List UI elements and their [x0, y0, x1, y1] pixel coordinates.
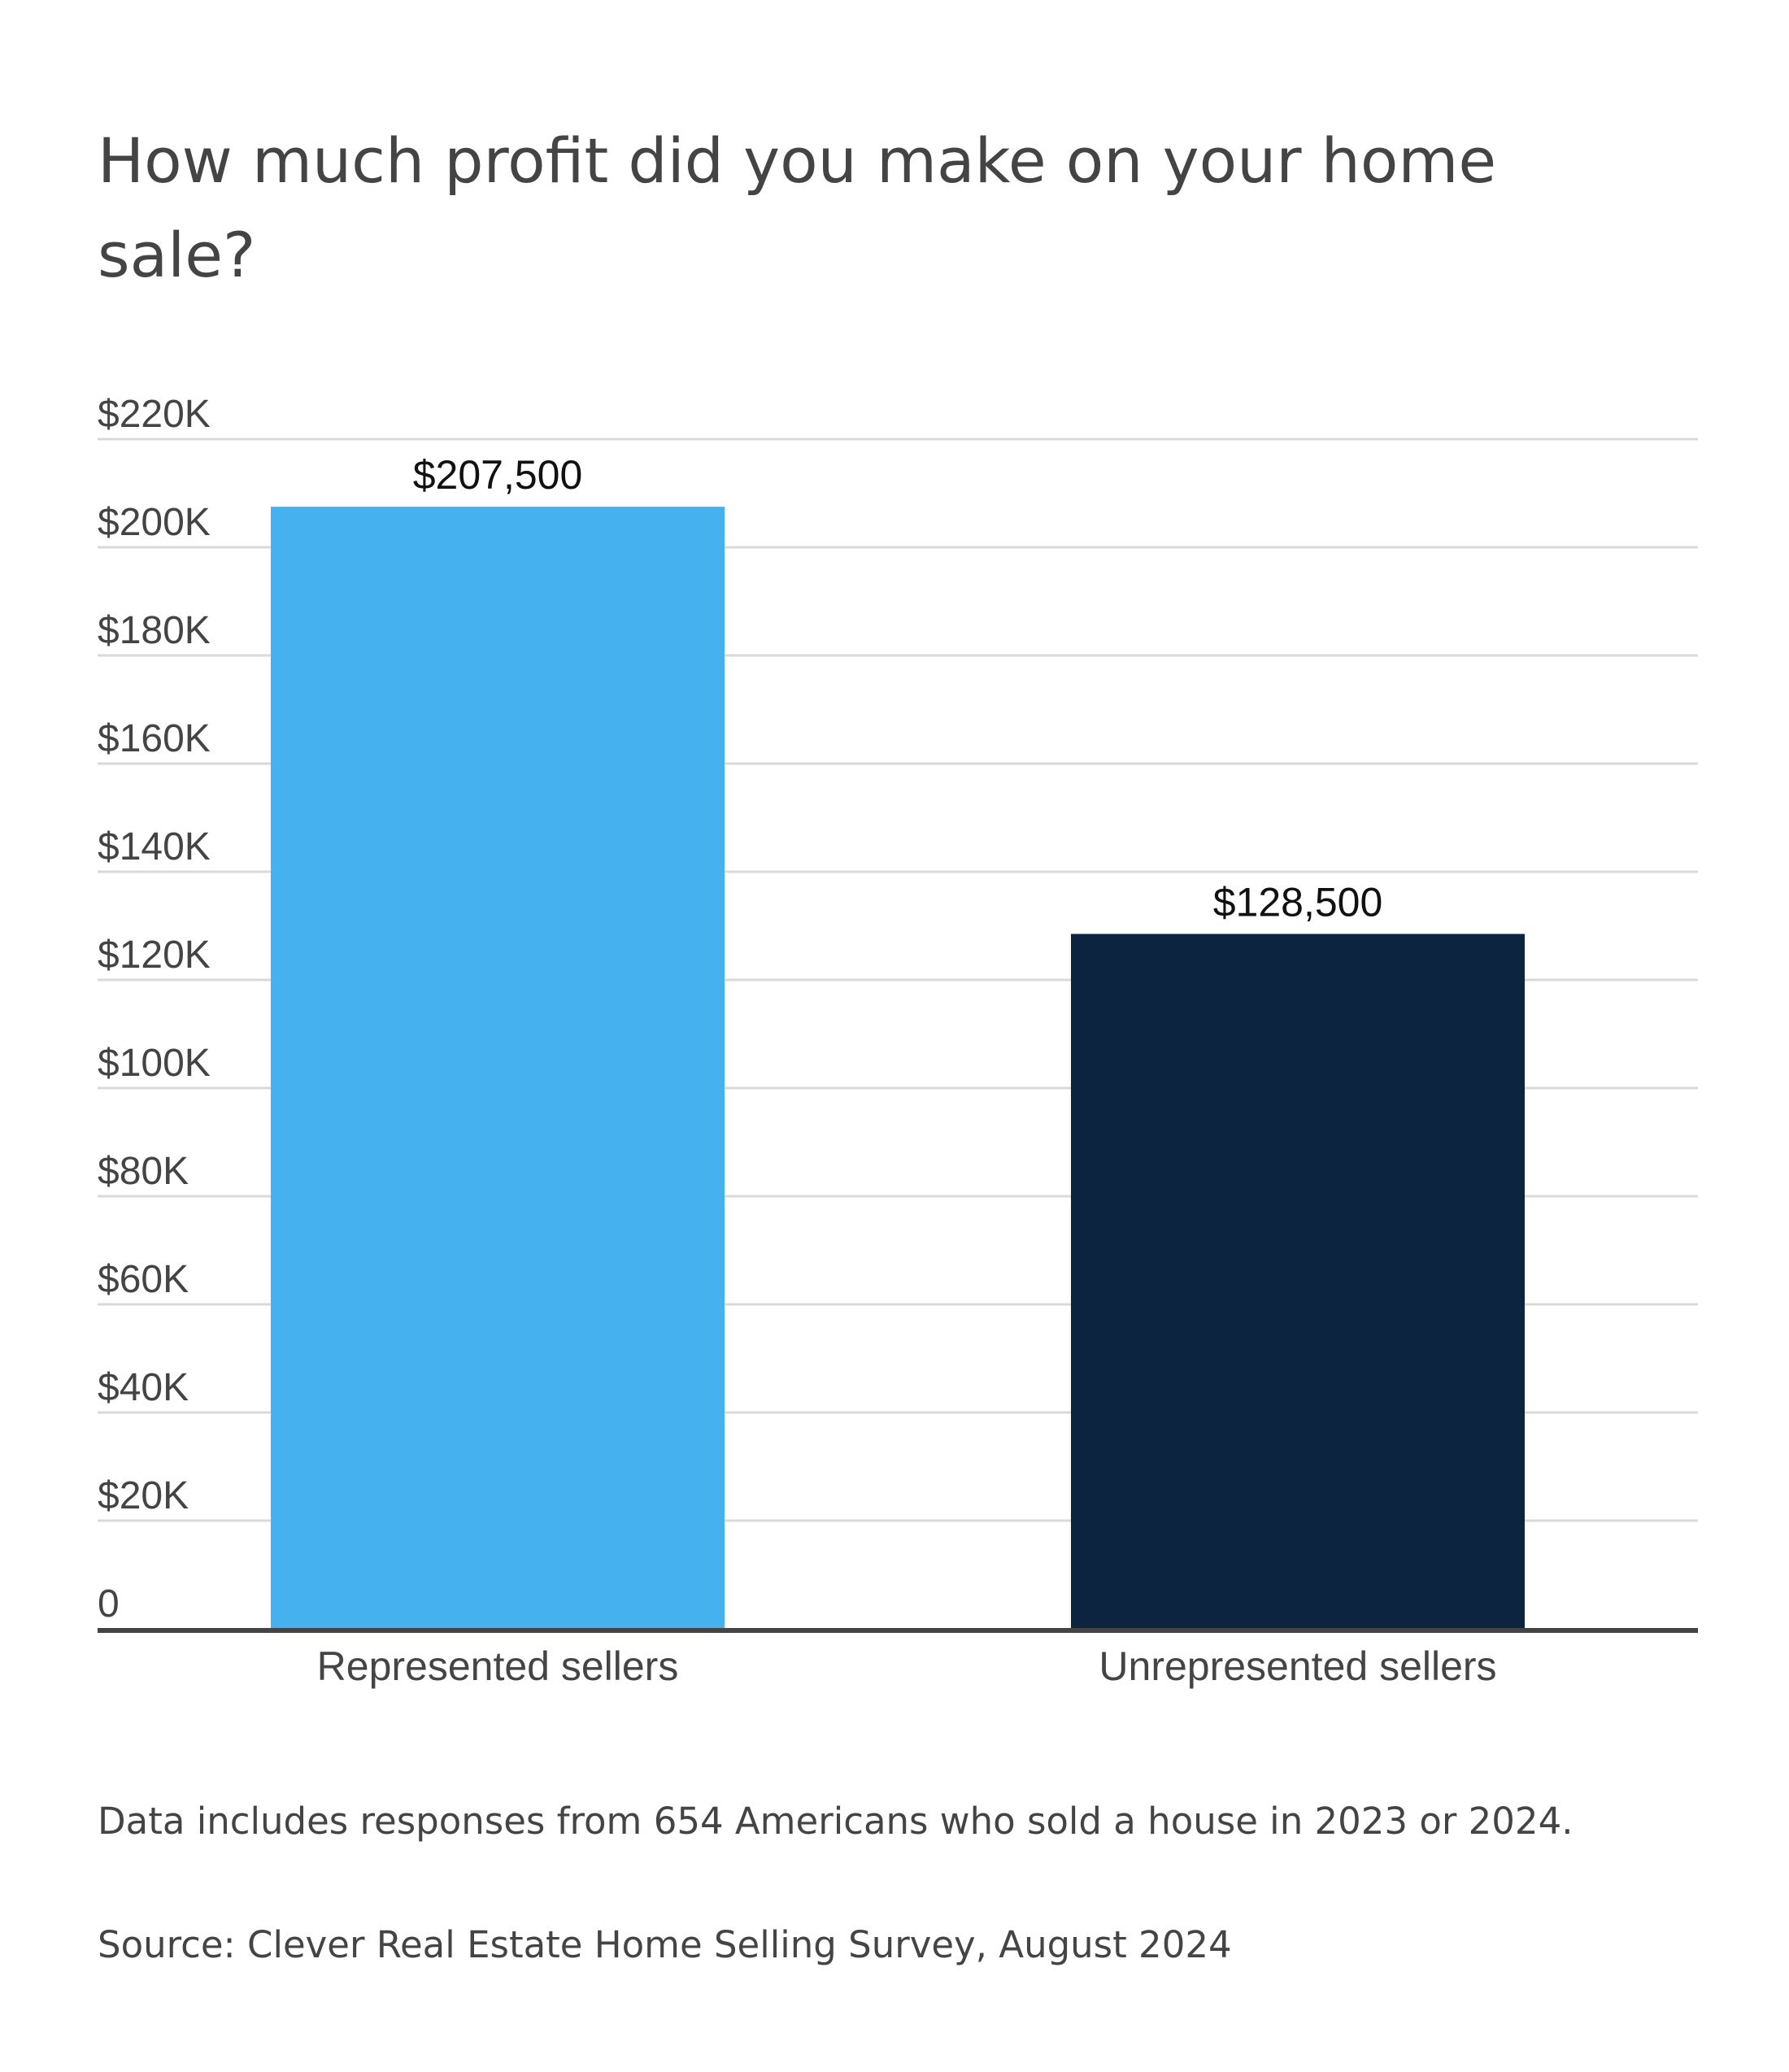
y-tick-label: $100K	[98, 1042, 211, 1085]
bar-value-label: $207,500	[413, 452, 583, 498]
x-category-label: Represented sellers	[317, 1643, 679, 1689]
bar-represented-sellers	[271, 507, 725, 1629]
y-tick-label: $180K	[98, 609, 211, 652]
y-tick-label: $220K	[98, 393, 211, 436]
y-tick-label: $120K	[98, 934, 211, 977]
bars	[271, 507, 1525, 1629]
y-tick-label: $60K	[98, 1258, 189, 1301]
labels: 0 $20K $40K $60K $80K $100K $120K $140K $160K $18…	[98, 393, 1497, 1689]
y-tick-label: $80K	[98, 1150, 189, 1193]
bar-unrepresented-sellers	[1071, 934, 1525, 1629]
y-tick-label: $140K	[98, 825, 211, 868]
footnote: Data includes responses from 654 America…	[98, 1800, 1574, 1843]
y-tick-label: $160K	[98, 717, 211, 760]
chart-title: How much profit did you make on your hom…	[98, 124, 1497, 291]
bar-value-label: $128,500	[1213, 879, 1383, 925]
source-note: Source: Clever Real Estate Home Selling …	[98, 1923, 1232, 1966]
y-tick-label: 0	[98, 1582, 120, 1626]
y-tick-label: $200K	[98, 501, 211, 544]
y-tick-label: $20K	[98, 1474, 189, 1517]
y-tick-label: $40K	[98, 1366, 189, 1409]
x-category-label: Unrepresented sellers	[1099, 1643, 1496, 1689]
